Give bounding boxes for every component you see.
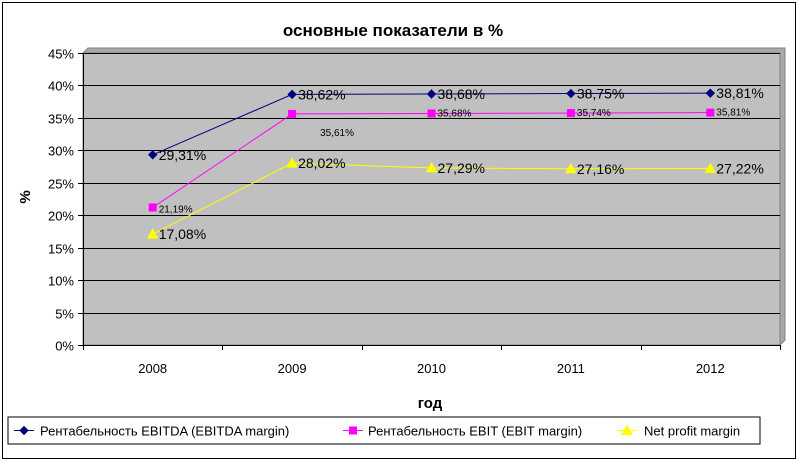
data-point xyxy=(146,228,159,239)
data-point xyxy=(427,109,436,118)
y-tick-label: 40% xyxy=(48,79,74,94)
data-label: 21,19% xyxy=(159,205,193,216)
data-point xyxy=(706,108,715,117)
legend-label: Net profit margin xyxy=(644,424,740,439)
data-label: 29,31% xyxy=(159,147,206,163)
legend-swatch-marker xyxy=(621,424,633,435)
legend: Рентабельность EBITDA (EBITDA margin) Рен… xyxy=(7,416,761,445)
y-tick-label: 25% xyxy=(48,177,74,192)
x-axis-title: год xyxy=(418,395,443,412)
data-label: 38,68% xyxy=(438,86,485,102)
data-label: 38,75% xyxy=(577,86,624,102)
data-label: 35,74% xyxy=(577,108,611,119)
y-tick-label: 10% xyxy=(48,274,74,289)
y-tick-label: 5% xyxy=(55,307,74,322)
data-point xyxy=(565,162,577,174)
y-tick-label: 35% xyxy=(48,112,74,127)
y-tick-label: 45% xyxy=(48,47,74,62)
data-point xyxy=(425,161,438,173)
x-tick-label: 2011 xyxy=(557,361,585,376)
data-label: 27,29% xyxy=(438,160,485,176)
x-tick-label: 2009 xyxy=(278,361,307,376)
plot-background xyxy=(82,52,781,346)
data-point xyxy=(287,89,297,100)
data-label: 35,61% xyxy=(320,128,354,139)
y-tick-label: 15% xyxy=(48,242,74,257)
legend-label: Рентабельность EBITDA (EBITDA margin) xyxy=(40,424,289,439)
data-label: 27,22% xyxy=(716,160,763,176)
data-label: 27,16% xyxy=(577,161,624,177)
data-point xyxy=(288,109,297,118)
data-label: 38,62% xyxy=(298,86,345,102)
chart-title: основные показатели в % xyxy=(283,21,503,40)
data-label: 28,02% xyxy=(298,155,345,171)
y-tick-label: 0% xyxy=(55,339,74,354)
y-axis-title: % xyxy=(17,190,34,203)
y-tick-label: 30% xyxy=(48,144,74,159)
x-tick-label: 2010 xyxy=(417,361,446,376)
data-label: 17,08% xyxy=(159,226,206,242)
plot-area: 0% 5% 10% 15% 20% 25% 30% 35% 40% 45% 2008 2009 2010… xyxy=(48,47,786,376)
x-tick-label: 2008 xyxy=(138,361,167,376)
data-point xyxy=(147,150,158,160)
legend-swatch-marker xyxy=(349,426,357,435)
legend-swatch-marker xyxy=(19,425,29,436)
data-label: 38,81% xyxy=(716,85,763,101)
data-point xyxy=(148,203,157,212)
data-label: 35,81% xyxy=(716,108,750,119)
data-point xyxy=(705,88,716,98)
legend-label: Рентабельность EBIT (EBIT margin) xyxy=(368,424,582,439)
data-point xyxy=(426,89,437,99)
data-point xyxy=(566,88,576,99)
data-label: 35,68% xyxy=(438,108,472,119)
data-point xyxy=(566,109,575,118)
data-point xyxy=(286,157,298,168)
x-tick-label: 2012 xyxy=(696,361,725,376)
data-point xyxy=(704,162,717,173)
y-tick-label: 20% xyxy=(48,209,74,224)
